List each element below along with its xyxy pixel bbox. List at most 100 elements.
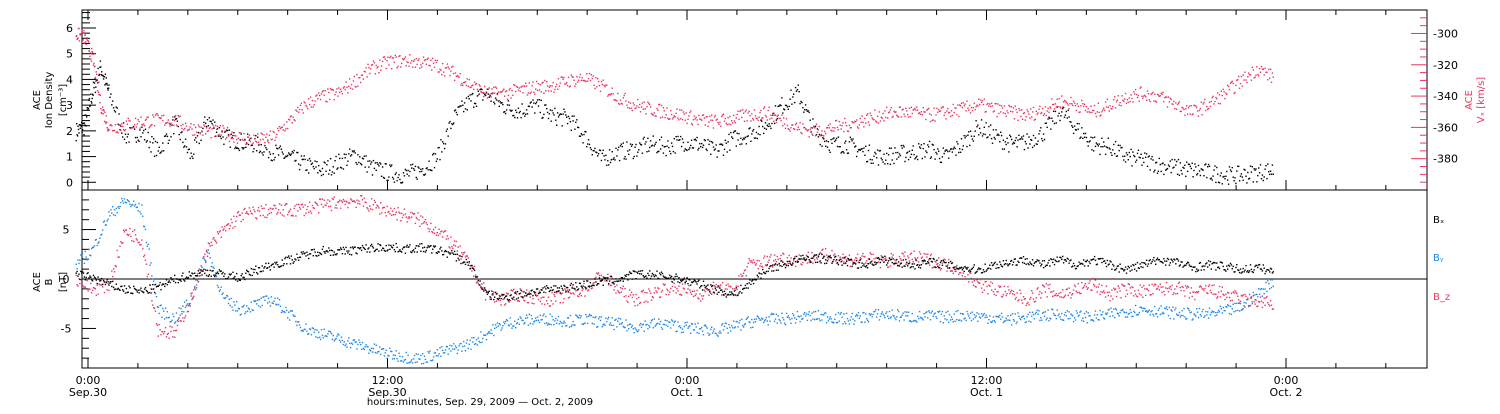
by-series-point xyxy=(768,316,769,317)
ion-density-series-point xyxy=(120,126,121,127)
bz-series-point xyxy=(296,204,297,205)
by-series-point xyxy=(319,337,320,338)
by-series-point xyxy=(810,315,811,316)
ion-density-series-point xyxy=(1255,168,1256,169)
by-series-point xyxy=(1245,302,1246,303)
vx-series-point xyxy=(612,88,613,89)
ion-density-series-point xyxy=(380,163,381,164)
ion-density-series-point xyxy=(1130,156,1131,157)
bz-series-point xyxy=(457,250,458,251)
by-series-point xyxy=(1052,309,1053,310)
by-series-point xyxy=(149,248,150,249)
vx-series-point xyxy=(1119,104,1120,105)
bz-series-point xyxy=(162,331,163,332)
ion-density-series-point xyxy=(1092,137,1093,138)
by-series-point xyxy=(568,317,569,318)
bz-series-point xyxy=(681,295,682,296)
by-series-point xyxy=(968,315,969,316)
bz-series-point xyxy=(554,296,555,297)
by-series-point xyxy=(789,319,790,320)
vx-series-point xyxy=(885,117,886,118)
vx-series-point xyxy=(1118,95,1119,96)
ion-density-series-point xyxy=(718,150,719,151)
by-series-point xyxy=(407,362,408,363)
bz-series-point xyxy=(651,300,652,301)
bz-series-point xyxy=(77,285,78,286)
by-series-point xyxy=(296,325,297,326)
ion-density-series-point xyxy=(411,167,412,168)
by-series-point xyxy=(513,325,514,326)
ion-density-series-point xyxy=(341,167,342,168)
by-series-point xyxy=(343,344,344,345)
vx-series-point xyxy=(905,108,906,109)
by-series-point xyxy=(1110,308,1111,309)
ion-density-series-point xyxy=(540,112,541,113)
ion-density-series-point xyxy=(1056,122,1057,123)
ion-density-series-point xyxy=(934,158,935,159)
ion-density-series-point xyxy=(770,128,771,129)
bz-series-point xyxy=(590,279,591,280)
vx-series-point xyxy=(100,108,101,109)
ion-density-series-point xyxy=(1220,175,1221,176)
vx-series-point xyxy=(1048,112,1049,113)
vx-series-point xyxy=(1210,106,1211,107)
bz-series-point xyxy=(344,201,345,202)
vx-series-point xyxy=(1055,103,1056,104)
ion-density-series-point xyxy=(582,134,583,135)
ion-density-series-point xyxy=(862,151,863,152)
ion-density-series-point xyxy=(90,105,91,106)
vx-series-point xyxy=(396,67,397,68)
by-series-point xyxy=(438,355,439,356)
ion-density-series-point xyxy=(399,179,400,180)
by-series-point xyxy=(743,326,744,327)
by-series-point xyxy=(717,336,718,337)
ion-density-series-point xyxy=(1158,171,1159,172)
by-series-point xyxy=(235,310,236,311)
ion-density-series-point xyxy=(376,170,377,171)
ion-density-series-point xyxy=(149,147,150,148)
vx-series-point xyxy=(1186,105,1187,106)
ion-density-series-point xyxy=(605,155,606,156)
bottom-left-tick-label: -5 xyxy=(61,322,72,335)
by-series-point xyxy=(646,324,647,325)
vx-series-point xyxy=(934,120,935,121)
by-series-point xyxy=(750,327,751,328)
vx-series-point xyxy=(231,131,232,132)
by-series-point xyxy=(723,329,724,330)
by-series-point xyxy=(97,245,98,246)
ion-density-series-point xyxy=(946,150,947,151)
by-series-point xyxy=(1006,318,1007,319)
vx-series-point xyxy=(582,77,583,78)
by-series-point xyxy=(1014,320,1015,321)
vx-series-point xyxy=(1128,102,1129,103)
bz-series-point xyxy=(569,297,570,298)
vx-series-point xyxy=(121,123,122,124)
by-series-point xyxy=(178,318,179,319)
by-series-point xyxy=(358,339,359,340)
bz-series-point xyxy=(96,295,97,296)
vx-series-point xyxy=(861,115,862,116)
by-series-point xyxy=(444,352,445,353)
vx-series-point xyxy=(1001,105,1002,106)
ion-density-series-point xyxy=(1038,133,1039,134)
ion-density-series-point xyxy=(1254,168,1255,169)
ion-density-series-point xyxy=(756,132,757,133)
bz-series-point xyxy=(540,301,541,302)
vx-series-point xyxy=(302,109,303,110)
by-series-point xyxy=(709,333,710,334)
by-series-point xyxy=(826,322,827,323)
by-series-point xyxy=(613,325,614,326)
ion-density-series-point xyxy=(725,140,726,141)
vx-series-point xyxy=(489,87,490,88)
ion-density-series-point xyxy=(626,141,627,142)
ion-density-series-point xyxy=(347,161,348,162)
ion-density-series-point xyxy=(580,136,581,137)
ion-density-series-point xyxy=(867,161,868,162)
ion-density-series-point xyxy=(443,143,444,144)
vx-series-point xyxy=(527,94,528,95)
vx-series-point xyxy=(825,133,826,134)
ion-density-series-point xyxy=(846,149,847,150)
ion-density-series-point xyxy=(992,143,993,144)
by-series-point xyxy=(1148,311,1149,312)
by-series-point xyxy=(323,337,324,338)
